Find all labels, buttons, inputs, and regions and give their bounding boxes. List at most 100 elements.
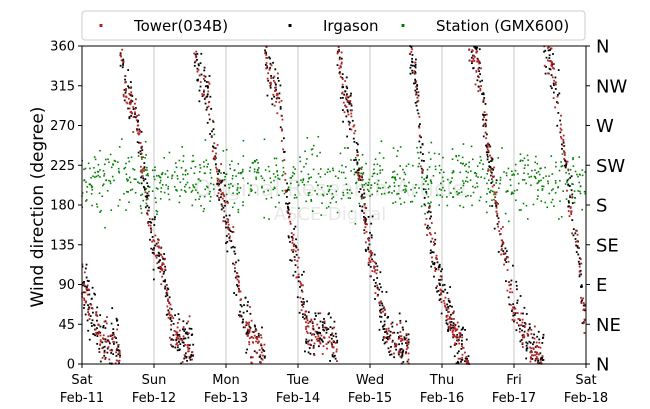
station-point xyxy=(148,186,151,189)
station-point xyxy=(379,165,381,167)
station-point xyxy=(175,166,178,169)
irgason-point xyxy=(169,318,172,321)
irgason-point xyxy=(431,251,434,253)
station-point xyxy=(167,193,170,196)
irgason-point xyxy=(287,206,290,209)
tower-point xyxy=(332,340,335,342)
irgason-point xyxy=(361,193,364,196)
irgason-point xyxy=(497,251,500,253)
station-point xyxy=(486,172,489,175)
irgason-point xyxy=(583,309,586,312)
irgason-point xyxy=(304,350,306,353)
tower-point xyxy=(254,330,257,333)
station-point xyxy=(510,170,513,173)
station-point xyxy=(560,161,562,163)
irgason-point xyxy=(162,257,164,260)
irgason-point xyxy=(300,300,303,303)
irgason-point xyxy=(230,246,233,249)
irgason-point xyxy=(103,345,106,348)
station-point xyxy=(551,173,554,175)
tower-point xyxy=(364,206,367,209)
tower-point xyxy=(255,340,258,343)
irgason-point xyxy=(353,140,356,143)
tower-point xyxy=(102,334,105,337)
station-point xyxy=(140,207,142,210)
tower-point xyxy=(107,346,110,348)
irgason-point xyxy=(517,324,520,327)
tower-point xyxy=(325,343,328,346)
tower-point xyxy=(580,302,583,305)
irgason-point xyxy=(552,91,555,94)
station-point xyxy=(564,183,567,185)
irgason-point xyxy=(185,332,188,335)
station-point xyxy=(233,202,236,205)
station-point xyxy=(127,191,130,193)
irgason-point xyxy=(164,265,167,268)
irgason-point xyxy=(86,285,88,288)
tower-point xyxy=(102,337,104,340)
station-point xyxy=(555,161,557,164)
tower-point xyxy=(103,320,106,323)
station-point xyxy=(107,158,109,161)
station-point xyxy=(95,175,98,178)
tower-point xyxy=(85,301,87,304)
tower-point xyxy=(382,310,384,313)
irgason-point xyxy=(406,344,408,347)
irgason-point xyxy=(575,251,578,253)
irgason-point xyxy=(246,331,249,334)
irgason-point xyxy=(272,76,275,79)
irgason-point xyxy=(442,290,445,293)
station-point xyxy=(488,191,491,193)
station-point xyxy=(440,189,443,191)
irgason-point xyxy=(277,77,279,80)
station-point xyxy=(311,210,314,212)
tower-point xyxy=(385,340,388,343)
tower-point xyxy=(383,336,386,339)
tower-point xyxy=(275,86,277,89)
tower-point xyxy=(323,320,326,323)
irgason-point xyxy=(437,290,440,292)
station-point xyxy=(467,194,469,197)
station-point xyxy=(139,205,142,207)
tower-point xyxy=(288,213,291,216)
station-point xyxy=(199,195,201,198)
irgason-point xyxy=(112,328,115,331)
tower-point xyxy=(83,282,85,285)
tower-point xyxy=(372,260,375,263)
irgason-point xyxy=(428,205,431,208)
station-point xyxy=(268,218,270,220)
station-point xyxy=(578,173,581,176)
station-point xyxy=(377,187,380,189)
irgason-point xyxy=(414,82,417,84)
station-point xyxy=(273,179,275,182)
station-point xyxy=(261,185,263,188)
tower-point xyxy=(430,222,433,224)
irgason-point xyxy=(426,211,429,214)
irgason-point xyxy=(84,313,87,316)
station-point xyxy=(204,188,206,191)
station-point xyxy=(209,200,211,202)
tower-point xyxy=(383,306,385,309)
tower-point xyxy=(495,201,498,203)
station-point xyxy=(427,183,429,186)
station-point xyxy=(581,174,584,177)
tower-point xyxy=(130,91,133,94)
tower-point xyxy=(480,67,482,70)
station-point xyxy=(559,200,561,202)
station-point xyxy=(505,174,508,177)
tower-point xyxy=(370,252,373,255)
irgason-point xyxy=(523,330,526,333)
station-point xyxy=(548,192,551,195)
irgason-point xyxy=(340,57,343,60)
tower-point xyxy=(176,335,179,338)
irgason-point xyxy=(196,67,199,70)
irgason-point xyxy=(387,347,390,350)
tower-point xyxy=(547,46,550,48)
station-point xyxy=(350,170,352,172)
station-point xyxy=(472,191,475,194)
tower-point xyxy=(297,248,300,251)
irgason-point xyxy=(305,315,308,318)
irgason-point xyxy=(178,348,181,351)
tower-point xyxy=(338,50,340,52)
irgason-point xyxy=(359,179,362,181)
